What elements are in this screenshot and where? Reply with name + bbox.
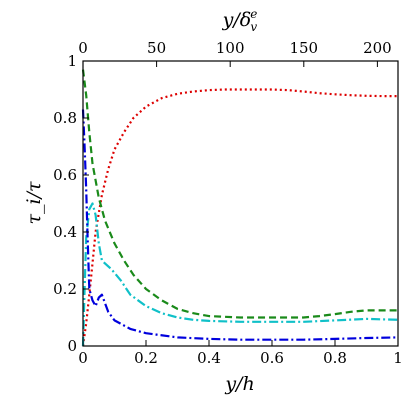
series-line-3: [81, 202, 399, 347]
x-tick-label: 0: [78, 349, 88, 367]
top-tick-label: 0: [78, 39, 88, 57]
y-tick-label: 0: [67, 337, 77, 355]
top-tick-label: 150: [289, 39, 318, 57]
x-tick-label: 0.8: [323, 349, 347, 367]
y-axis-label: τ_i/τ: [23, 181, 45, 224]
y-tick-label: 0.6: [53, 166, 77, 184]
plot-frame: [82, 60, 399, 347]
x-tick-label: 0.6: [260, 349, 284, 367]
y-tick-label: 0.4: [53, 223, 77, 241]
x-tick-label: 0.2: [134, 349, 158, 367]
x-axis-label: y/h: [224, 373, 254, 395]
y-tick-label: 1: [67, 52, 77, 70]
y-tick-label: 0.8: [53, 109, 77, 127]
top-tick-label: 200: [363, 39, 392, 57]
x-tick-label: 0.4: [197, 349, 221, 367]
series-line-2: [81, 69, 398, 319]
series-line-1: [81, 88, 398, 347]
ticks-layer: 0 0.2 0.4 0.6 0.8 100.20.40.60.810 50 100 150 200: [53, 39, 403, 367]
top-tick-label: 100: [216, 39, 245, 57]
series-layer: [81, 69, 399, 347]
top-x-axis-label: y/δe v: [222, 7, 258, 34]
series-line-4: [81, 109, 399, 341]
x-tick-label: 1: [393, 349, 403, 367]
top-tick-label: 50: [147, 39, 166, 57]
y-tick-label: 0.2: [53, 280, 77, 298]
